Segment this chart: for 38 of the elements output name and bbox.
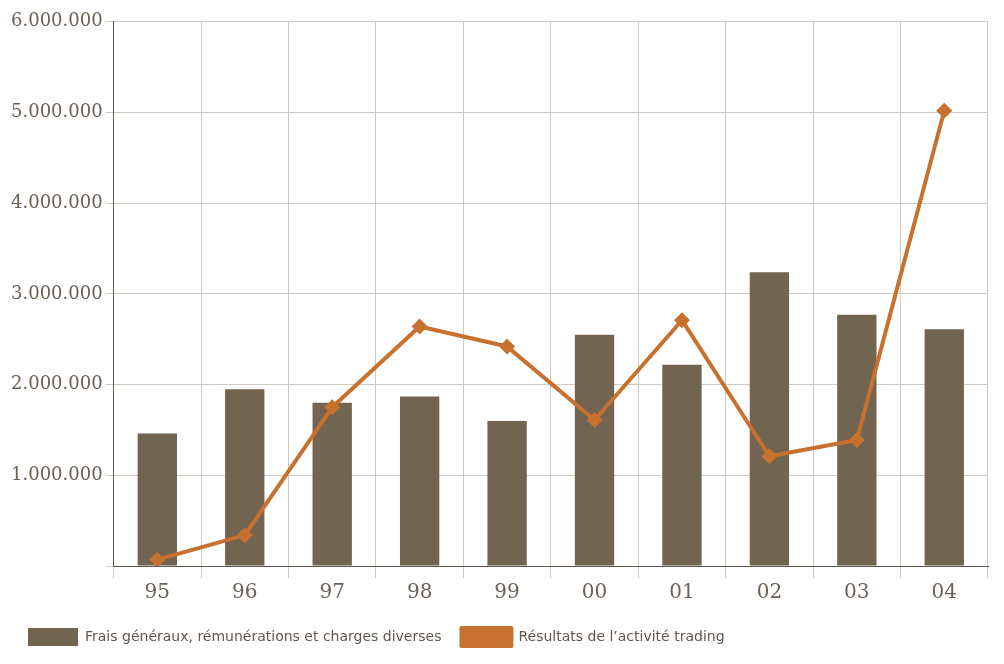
- y-tick-label: 4.000.000: [11, 190, 103, 212]
- x-tick-label: 95: [144, 579, 171, 604]
- y-tick-label: 3.000.000: [11, 281, 103, 303]
- bar: [574, 334, 615, 566]
- point: [324, 399, 341, 416]
- y-tick-label: 2.000.000: [11, 372, 103, 394]
- point: [499, 338, 516, 355]
- legend-label: Résultats de l’activité trading: [518, 627, 725, 644]
- point: [673, 312, 690, 329]
- x-tick-label: 01: [669, 579, 695, 604]
- bar: [662, 364, 702, 566]
- bar: [924, 329, 964, 566]
- bar: [399, 396, 440, 566]
- bar: [225, 389, 265, 566]
- bar: [749, 272, 790, 566]
- point: [848, 431, 865, 448]
- point: [936, 102, 953, 119]
- bar: [487, 420, 527, 566]
- x-tick-label: 04: [931, 579, 958, 604]
- y-tick-label: 5.000.000: [11, 100, 103, 122]
- x-tick-label: 03: [844, 579, 870, 604]
- x-tick-label: 97: [319, 579, 345, 604]
- x-tick-label: 98: [406, 579, 433, 604]
- y-tick-label: 1.000.000: [11, 462, 103, 484]
- y-tick-label: 6.000.000: [11, 9, 103, 31]
- x-tick-label: 99: [494, 579, 520, 604]
- x-tick-label: 00: [581, 579, 608, 604]
- x-tick-label: 02: [756, 579, 783, 604]
- bar: [137, 433, 177, 566]
- x-tick-label: 96: [232, 579, 258, 604]
- point: [236, 527, 253, 544]
- legend-label: Frais généraux, rémunérations et charges diverses: [85, 627, 442, 644]
- point: [411, 318, 428, 335]
- point: [761, 448, 778, 465]
- point: [586, 411, 603, 428]
- bar: [837, 314, 877, 566]
- point: [149, 551, 166, 566]
- bar: [312, 402, 352, 566]
